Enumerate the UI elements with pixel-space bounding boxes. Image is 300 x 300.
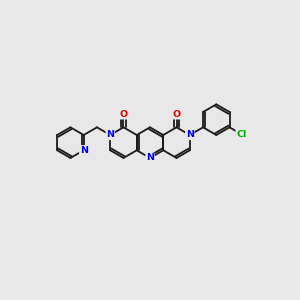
Text: N: N (106, 130, 114, 140)
Text: O: O (119, 110, 128, 119)
Text: N: N (80, 146, 88, 155)
Text: Cl: Cl (236, 130, 246, 139)
Text: N: N (146, 153, 154, 162)
Text: O: O (172, 110, 181, 119)
Text: N: N (186, 130, 194, 140)
